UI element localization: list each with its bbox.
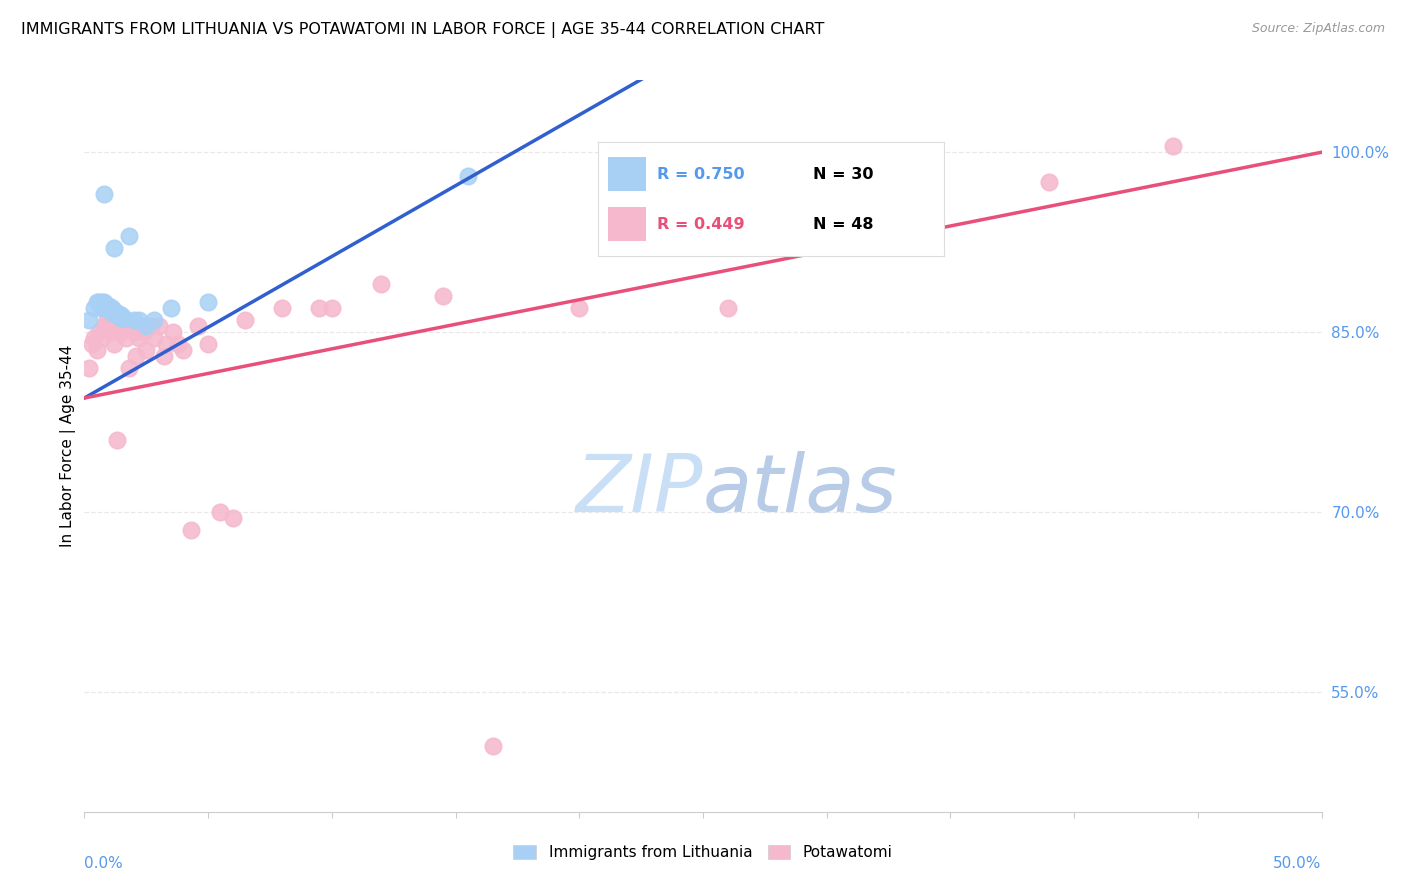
Point	[142, 313, 165, 327]
Text: N = 30: N = 30	[813, 167, 873, 182]
Point	[108, 325, 131, 339]
Text: atlas: atlas	[703, 450, 898, 529]
Point	[180, 523, 202, 537]
Point	[135, 343, 157, 357]
Point	[103, 337, 125, 351]
Point	[90, 301, 112, 315]
Point	[93, 319, 115, 334]
Point	[1038, 175, 1060, 189]
Text: R = 0.750: R = 0.750	[657, 167, 744, 182]
Point	[321, 301, 343, 315]
Point	[152, 349, 174, 363]
Point	[481, 739, 503, 753]
Point	[103, 241, 125, 255]
Text: 0.0%: 0.0%	[84, 855, 124, 871]
Point	[308, 301, 330, 315]
Point	[112, 310, 135, 325]
Y-axis label: In Labor Force | Age 35-44: In Labor Force | Age 35-44	[60, 345, 76, 547]
Point	[209, 505, 232, 519]
Point	[118, 229, 141, 244]
Point	[90, 331, 112, 345]
Text: IMMIGRANTS FROM LITHUANIA VS POTAWATOMI IN LABOR FORCE | AGE 35-44 CORRELATION C: IMMIGRANTS FROM LITHUANIA VS POTAWATOMI …	[21, 22, 824, 38]
Point	[841, 199, 863, 213]
Point	[122, 325, 145, 339]
Legend: Immigrants from Lithuania, Potawatomi: Immigrants from Lithuania, Potawatomi	[508, 839, 898, 866]
Point	[93, 295, 115, 310]
Point	[100, 319, 122, 334]
Point	[112, 313, 135, 327]
Point	[142, 331, 165, 345]
Point	[83, 301, 105, 315]
Point	[187, 319, 209, 334]
Point	[115, 331, 138, 345]
Point	[155, 337, 177, 351]
Point	[432, 289, 454, 303]
Point	[118, 361, 141, 376]
Point	[96, 313, 118, 327]
Point	[108, 307, 131, 321]
Point	[160, 301, 183, 315]
Point	[90, 295, 112, 310]
Point	[172, 343, 194, 357]
Point	[103, 303, 125, 318]
Point	[128, 331, 150, 345]
Point	[125, 349, 148, 363]
Point	[233, 313, 256, 327]
Bar	[609, 207, 647, 241]
Point	[98, 302, 121, 317]
Point	[132, 325, 155, 339]
Text: 50.0%: 50.0%	[1274, 855, 1322, 871]
Bar	[609, 157, 647, 191]
Point	[96, 299, 118, 313]
Point	[162, 325, 184, 339]
Point	[135, 319, 157, 334]
Point	[105, 308, 128, 322]
Point	[1161, 139, 1184, 153]
Point	[100, 306, 122, 320]
Text: N = 48: N = 48	[813, 217, 873, 232]
Point	[83, 331, 105, 345]
Point	[89, 295, 111, 310]
Point	[457, 169, 479, 184]
Point	[717, 301, 740, 315]
Point	[141, 319, 163, 334]
Point	[100, 301, 122, 315]
Point	[370, 277, 392, 292]
Point	[89, 325, 111, 339]
Text: ZIP: ZIP	[575, 450, 703, 529]
Point	[96, 301, 118, 315]
Point	[79, 361, 101, 376]
Point	[105, 433, 128, 447]
Point	[80, 337, 103, 351]
Point	[271, 301, 294, 315]
Point	[222, 511, 245, 525]
Text: Source: ZipAtlas.com: Source: ZipAtlas.com	[1251, 22, 1385, 36]
Point	[79, 313, 101, 327]
Point	[167, 337, 190, 351]
Point	[128, 313, 150, 327]
Point	[110, 325, 132, 339]
Point	[110, 310, 132, 325]
Point	[568, 301, 591, 315]
Point	[122, 313, 145, 327]
Point	[86, 295, 108, 310]
Point	[98, 299, 121, 313]
Point	[197, 295, 219, 310]
Point	[148, 319, 170, 334]
Point	[120, 319, 142, 334]
Point	[197, 337, 219, 351]
Point	[110, 308, 132, 322]
Point	[93, 187, 115, 202]
Point	[98, 325, 121, 339]
Point	[105, 306, 128, 320]
Point	[86, 343, 108, 357]
Text: R = 0.449: R = 0.449	[657, 217, 744, 232]
